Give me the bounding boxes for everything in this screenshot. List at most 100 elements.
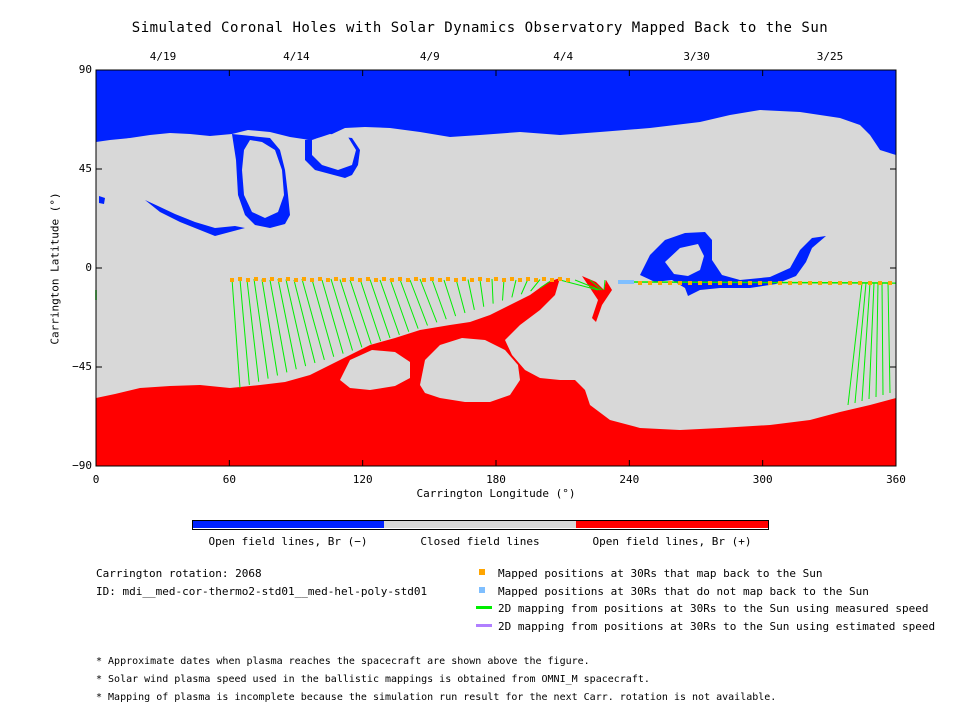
- mapping-line: [455, 278, 466, 314]
- estimated-line-icon: [476, 624, 492, 627]
- mapped-point: [510, 277, 514, 281]
- mapped-point: [518, 278, 522, 282]
- y-axis-label: Carrington Latitude (°): [48, 192, 62, 345]
- mapped-point: [858, 281, 862, 285]
- run-id: ID: mdi__med-cor-thermo2-std01__med-hel-…: [96, 585, 428, 598]
- mapping-line: [431, 279, 447, 320]
- unmapped-point-icon: [479, 587, 485, 593]
- date-label: 3/30: [683, 50, 710, 63]
- mapping-line: [277, 278, 297, 370]
- unmapped-point: [621, 280, 625, 284]
- mapped-point: [486, 278, 490, 282]
- closed-field-bubble: [242, 140, 284, 218]
- colorbar-frame: [192, 520, 769, 530]
- date-label: 4/14: [283, 50, 310, 63]
- mapped-point: [558, 277, 562, 281]
- mapped-point: [738, 281, 742, 285]
- mapped-point: [254, 277, 258, 281]
- mapping-line: [231, 278, 241, 389]
- mapped-point: [838, 281, 842, 285]
- mapped-point: [550, 278, 554, 282]
- mapped-point: [334, 277, 338, 281]
- mapped-point: [470, 278, 474, 282]
- mapping-line: [603, 279, 606, 291]
- mapped-point: [462, 277, 466, 281]
- mapping-line: [491, 278, 494, 304]
- colorbar-closed: [384, 520, 576, 528]
- x-tick-label: 300: [752, 473, 773, 486]
- mapping-line: [443, 279, 457, 317]
- unmapped-point: [630, 280, 634, 284]
- note: * Solar wind plasma speed used in the ba…: [96, 674, 650, 685]
- closed-field-bubble: [420, 338, 520, 402]
- mapped-point: [246, 278, 250, 282]
- mapped-point: [566, 278, 570, 282]
- mapped-point: [688, 281, 692, 285]
- mapping-line: [311, 279, 335, 357]
- mapping-line: [861, 282, 871, 402]
- negative-hole-fragment: [99, 196, 105, 204]
- mapped-point: [366, 277, 370, 281]
- note: * Approximate dates when plasma reaches …: [96, 656, 590, 667]
- date-label: 4/4: [553, 50, 574, 63]
- mapped-point: [302, 277, 306, 281]
- closed-field-bubble: [340, 350, 410, 390]
- mapping-line: [589, 279, 603, 291]
- mapped-point: [310, 278, 314, 282]
- mapped-point: [318, 277, 322, 281]
- mapped-point: [748, 281, 752, 285]
- x-tick-label: 180: [486, 473, 506, 486]
- mapping-line: [419, 278, 438, 323]
- mapping-line: [881, 282, 884, 396]
- mapping-line: [246, 279, 260, 382]
- y-tick-label: −45: [72, 360, 92, 373]
- mapped-point: [848, 281, 852, 285]
- mapped-point: [358, 278, 362, 282]
- mapping-line: [359, 278, 382, 342]
- mapping-line: [511, 279, 517, 298]
- mapping-line: [285, 279, 307, 367]
- mapped-point: [798, 281, 802, 285]
- mapped-point: [286, 277, 290, 281]
- mapped-point: [526, 277, 530, 281]
- mapped-point: [454, 278, 458, 282]
- mapping-line: [269, 279, 288, 373]
- mapped-point: [648, 281, 652, 285]
- carrington-rotation: Carrington rotation: 2068: [96, 567, 262, 580]
- y-tick-label: −90: [72, 459, 92, 472]
- mapping-line: [875, 282, 879, 398]
- mapping-line: [854, 282, 867, 404]
- closed-field-bubble: [665, 244, 704, 276]
- mapped-point: [438, 278, 442, 282]
- y-tick-label: 45: [78, 162, 92, 175]
- y-tick-label: 0: [85, 261, 92, 274]
- legend-mapped: Mapped positions at 30Rs that map back t…: [498, 567, 823, 580]
- mapped-point: [808, 281, 812, 285]
- mapped-point: [398, 277, 402, 281]
- mapped-point: [542, 277, 546, 281]
- closed-field-bubble: [312, 134, 356, 170]
- mapping-line: [887, 282, 891, 394]
- mapped-point: [718, 281, 722, 285]
- date-label: 4/19: [149, 50, 177, 63]
- colorbar-label-positive: Open field lines, Br (+): [592, 535, 752, 548]
- mapping-line: [339, 279, 363, 348]
- mapped-point: [502, 278, 506, 282]
- y-tick-label: 90: [78, 63, 92, 76]
- unmapped-point: [627, 280, 631, 284]
- mapped-point: [534, 278, 538, 282]
- x-tick-label: 60: [222, 473, 236, 486]
- mapped-point: [430, 277, 434, 281]
- mapping-line: [389, 278, 410, 332]
- mapped-point: [788, 281, 792, 285]
- colorbar-label-negative: Open field lines, Br (−): [208, 535, 368, 548]
- legend-estimated: 2D mapping from positions at 30Rs to the…: [498, 620, 936, 633]
- mapping-line: [301, 278, 325, 361]
- x-tick-label: 0: [92, 473, 100, 486]
- mapping-line: [479, 279, 485, 307]
- mapped-point-icon: [479, 569, 485, 575]
- mapped-point: [728, 281, 732, 285]
- date-label: 4/9: [419, 50, 440, 63]
- colorbar-label-closed: Closed field lines: [420, 535, 540, 548]
